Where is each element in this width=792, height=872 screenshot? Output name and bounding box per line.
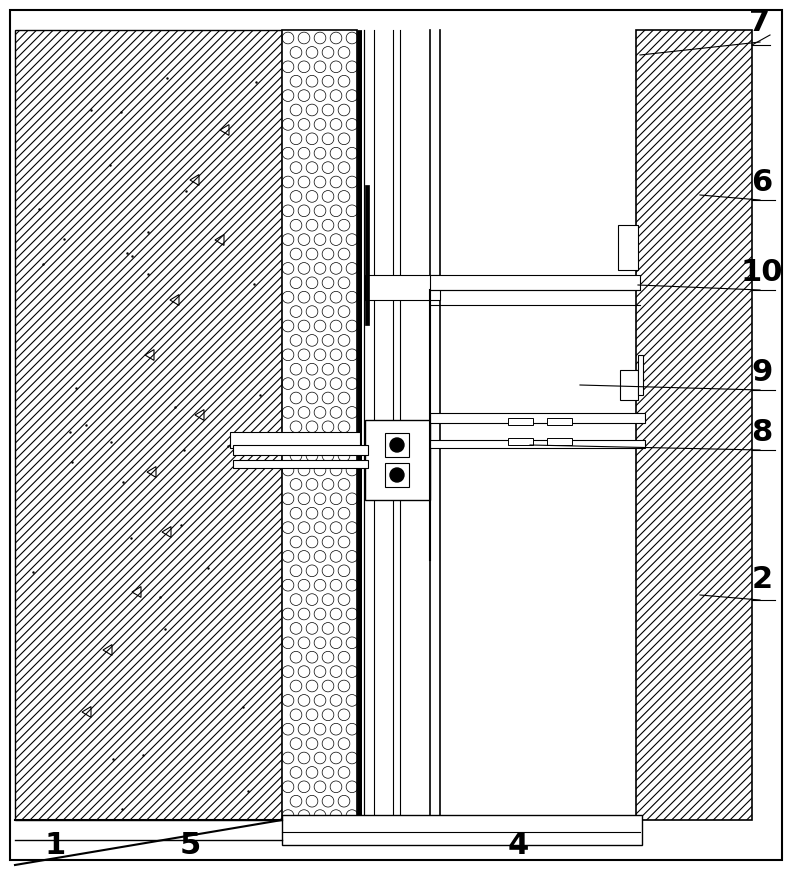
Bar <box>385 463 409 487</box>
Bar <box>362 30 364 820</box>
Bar <box>365 275 440 300</box>
Text: 4: 4 <box>508 830 528 860</box>
Circle shape <box>390 438 404 452</box>
Bar <box>618 225 638 270</box>
Bar <box>430 440 645 448</box>
Bar <box>233 460 368 468</box>
Bar <box>233 445 368 455</box>
Bar <box>430 275 640 290</box>
Bar <box>357 30 362 820</box>
Bar <box>547 418 572 425</box>
Bar <box>547 438 572 445</box>
Bar <box>365 420 430 500</box>
Bar <box>282 815 642 845</box>
Bar <box>638 355 643 395</box>
Text: 9: 9 <box>752 358 773 386</box>
Bar <box>385 433 409 457</box>
Text: 7: 7 <box>749 8 771 37</box>
Bar <box>508 438 533 445</box>
Text: 5: 5 <box>179 830 200 860</box>
Text: 2: 2 <box>752 566 772 595</box>
Bar <box>365 185 369 325</box>
Bar <box>508 418 533 425</box>
Bar <box>430 413 645 423</box>
Bar <box>230 432 360 448</box>
Bar <box>282 30 357 820</box>
Text: 6: 6 <box>752 167 773 196</box>
Circle shape <box>390 468 404 482</box>
Text: 1: 1 <box>44 830 66 860</box>
Bar <box>620 370 638 400</box>
Text: 8: 8 <box>752 418 773 446</box>
Bar <box>15 30 282 820</box>
Text: 10: 10 <box>741 257 783 287</box>
Bar <box>636 30 752 820</box>
